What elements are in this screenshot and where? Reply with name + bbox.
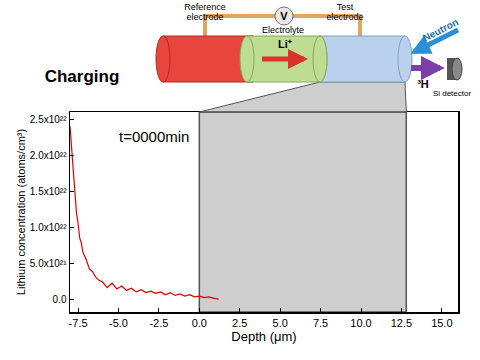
svg-text:15.0: 15.0 xyxy=(431,317,452,329)
svg-text:-2.5: -2.5 xyxy=(149,317,168,329)
svg-text:electrode: electrode xyxy=(186,12,223,22)
svg-text:1.0x10²²: 1.0x10²² xyxy=(30,222,67,233)
svg-text:Electrolyte: Electrolyte xyxy=(262,25,304,35)
svg-text:Li⁺: Li⁺ xyxy=(278,38,292,50)
svg-text:12.5: 12.5 xyxy=(391,317,412,329)
svg-text:³H: ³H xyxy=(417,78,429,90)
svg-text:-7.5: -7.5 xyxy=(69,317,88,329)
svg-text:7.5: 7.5 xyxy=(313,317,328,329)
svg-text:electrode: electrode xyxy=(326,12,363,22)
svg-text:10.0: 10.0 xyxy=(350,317,371,329)
svg-text:5.0: 5.0 xyxy=(273,317,288,329)
svg-text:0.0: 0.0 xyxy=(53,294,67,305)
svg-text:Test: Test xyxy=(337,2,354,12)
svg-text:Neutron: Neutron xyxy=(421,16,460,43)
svg-text:5.0x10²¹: 5.0x10²¹ xyxy=(30,258,67,269)
svg-text:0.0: 0.0 xyxy=(192,317,207,329)
svg-text:Si detector: Si detector xyxy=(433,89,472,98)
svg-text:Charging: Charging xyxy=(45,67,120,86)
svg-text:-5.0: -5.0 xyxy=(109,317,128,329)
svg-text:t=0000min: t=0000min xyxy=(119,128,189,145)
svg-text:Lithium concentration (atoms/c: Lithium concentration (atoms/cm³) xyxy=(15,129,27,295)
svg-text:Reference: Reference xyxy=(184,2,226,12)
svg-text:2.5: 2.5 xyxy=(232,317,247,329)
svg-text:2.0x10²²: 2.0x10²² xyxy=(30,150,67,161)
svg-text:2.5x10²²: 2.5x10²² xyxy=(30,114,67,125)
svg-text:1.5x10²²: 1.5x10²² xyxy=(30,186,67,197)
svg-text:Depth (μm): Depth (μm) xyxy=(231,329,296,344)
svg-text:V: V xyxy=(280,10,288,22)
